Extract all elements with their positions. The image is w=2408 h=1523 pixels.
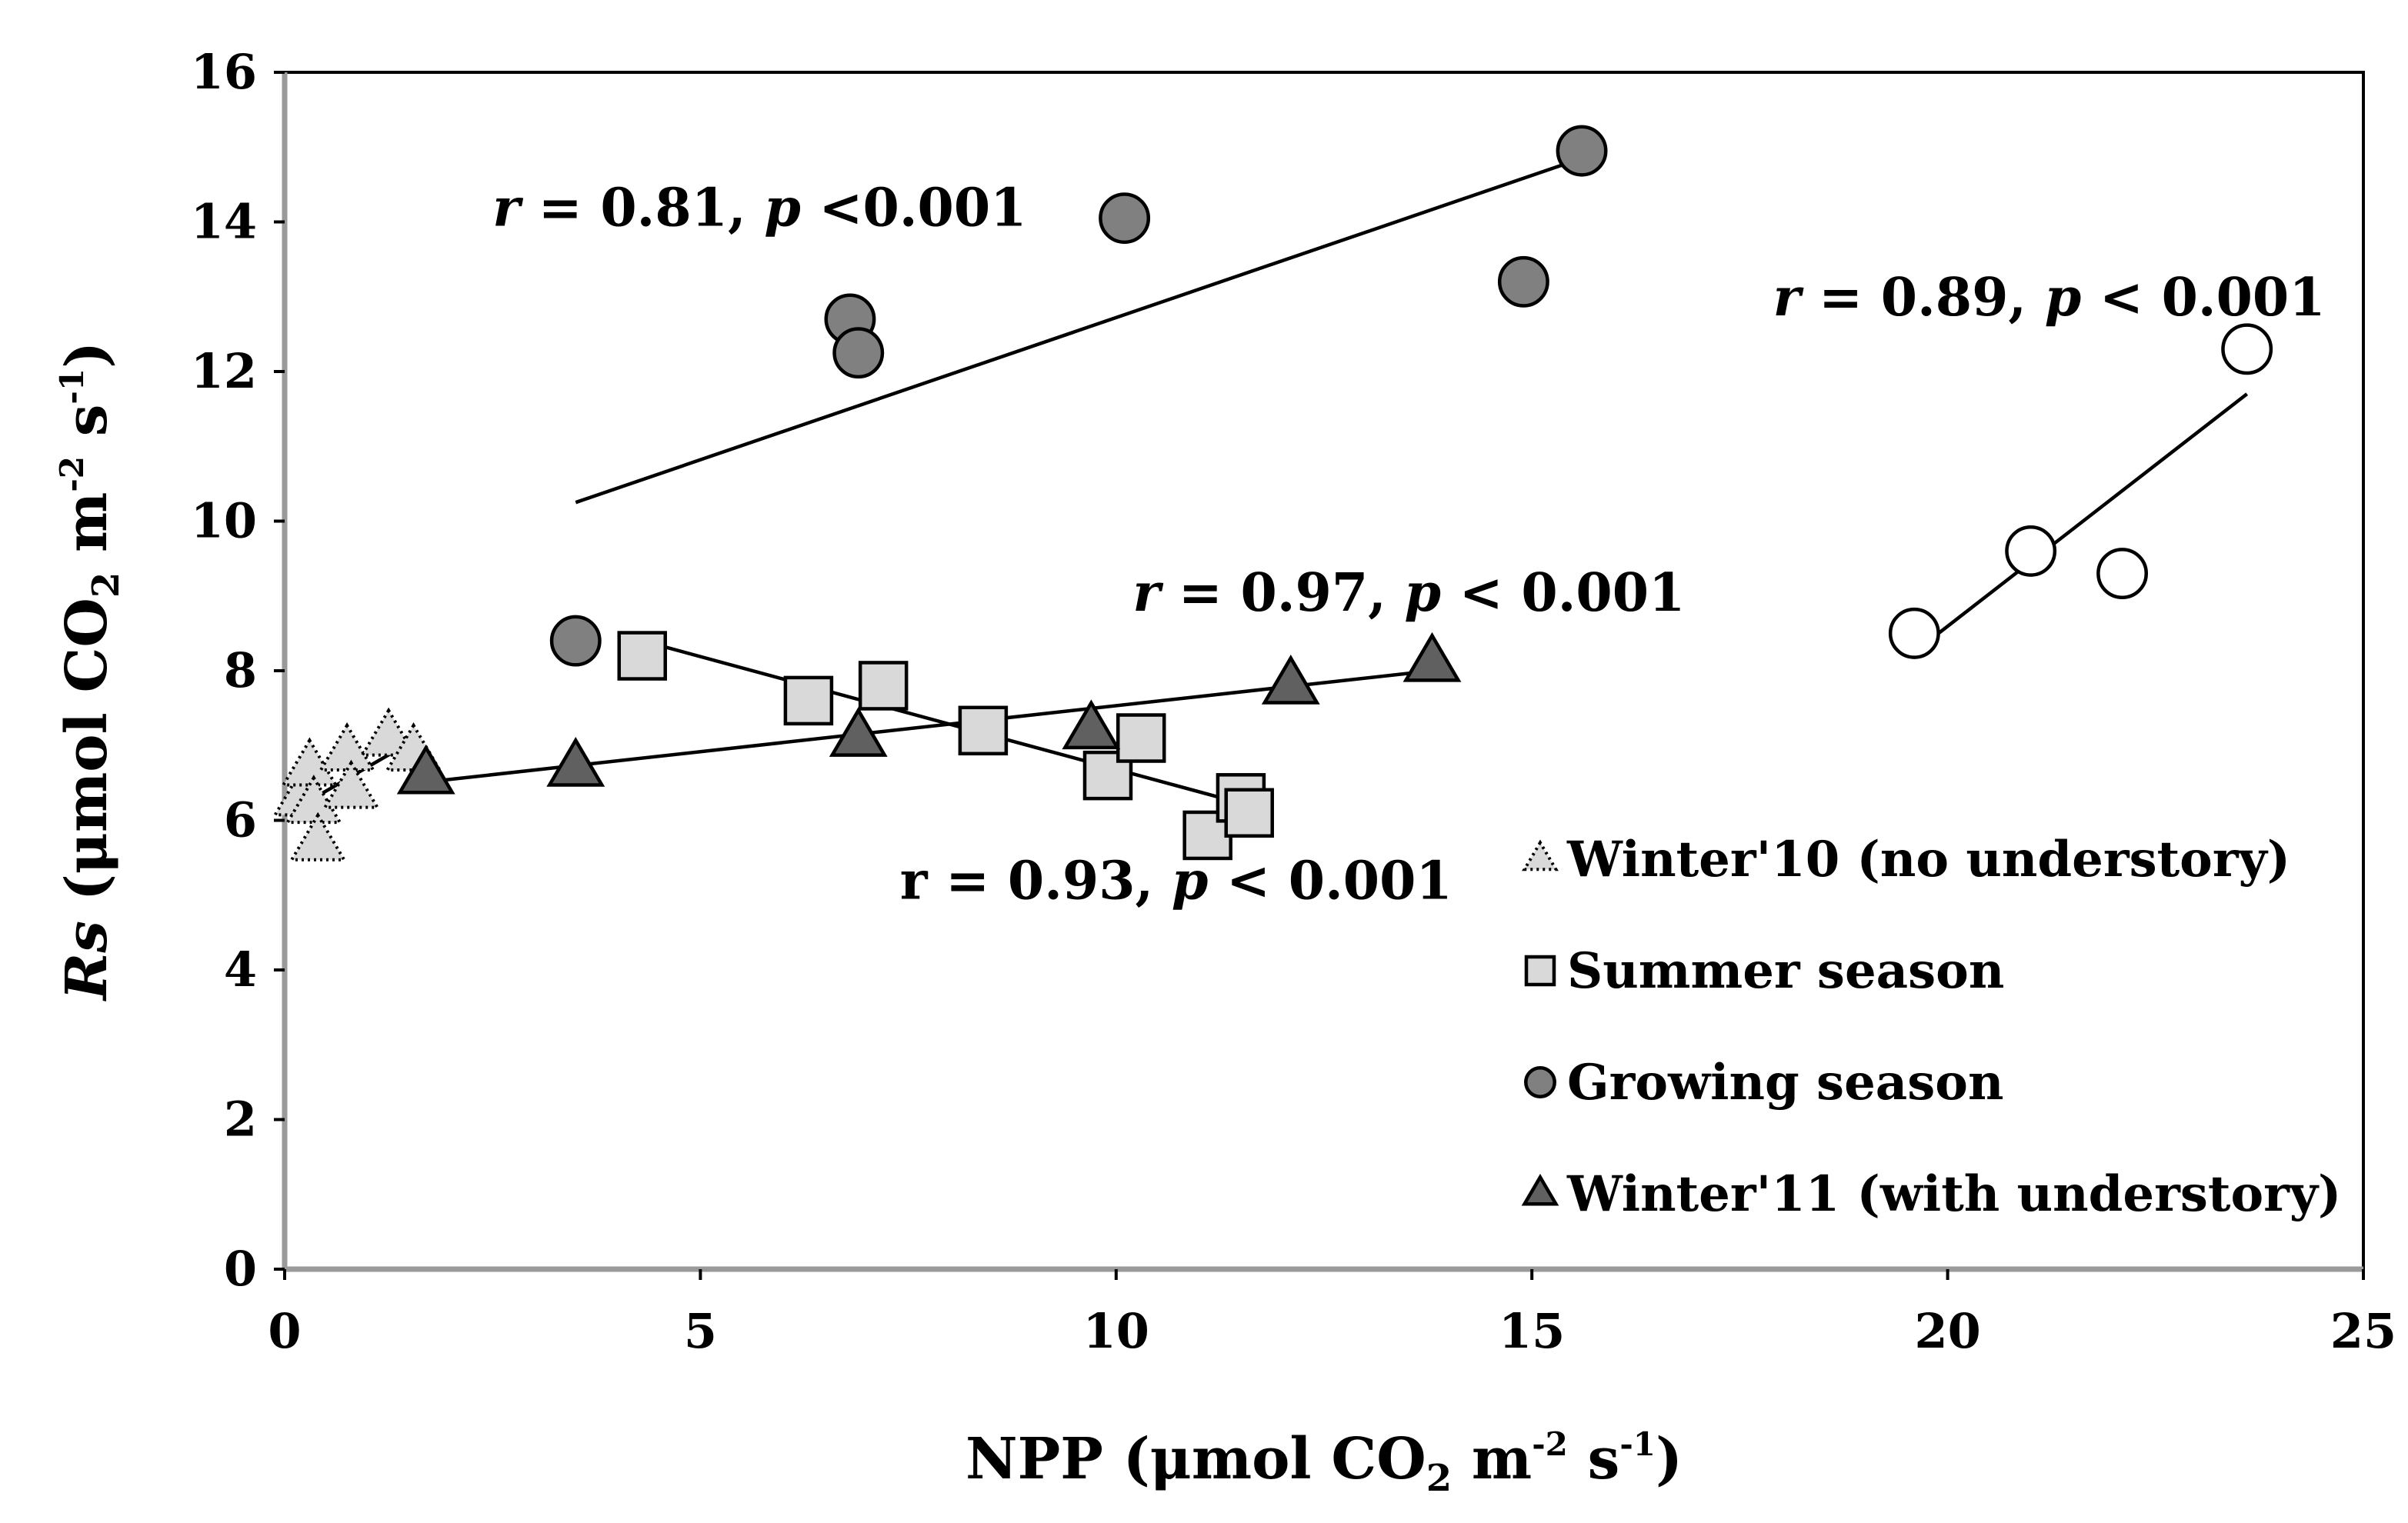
- legend-label-1: Summer season: [1567, 942, 2004, 1000]
- point-series-1: [958, 705, 1009, 756]
- annot-p: p: [2045, 267, 2082, 328]
- point-series-0: [280, 737, 339, 787]
- correlation-annotation-0: r = 0.81, p <0.001: [492, 177, 1026, 238]
- point-series-0: [359, 707, 418, 757]
- point-series-1: [617, 631, 667, 681]
- x-title-sup2: -1: [1619, 1425, 1656, 1463]
- legend-label-0: Winter'10 (no understory): [1566, 831, 2290, 888]
- legend-label-2: Growing season: [1567, 1054, 2004, 1111]
- x-tick-label: 10: [1083, 1303, 1149, 1359]
- correlation-annotation-1: r = 0.89, p < 0.001: [1773, 267, 2326, 328]
- point-series-2: [832, 327, 885, 379]
- point-series-2: [1556, 125, 1608, 177]
- point-series-0: [318, 722, 376, 772]
- annot-r: r: [1773, 267, 1804, 328]
- annot-middle: = 0.97,: [1160, 562, 1404, 624]
- point-series-0: [285, 775, 343, 825]
- y-title-mid: m: [54, 492, 120, 572]
- x-title-sub: 2: [1426, 1457, 1452, 1500]
- point-series-4: [2096, 548, 2149, 600]
- point-series-3: [546, 737, 605, 787]
- point-series-2: [549, 615, 602, 667]
- axis-ticks: 0 2 4 6 8 10 12 14 16 0 5 10 15 20 25: [191, 44, 2396, 1359]
- x-tick-label: 5: [684, 1303, 717, 1359]
- y-tick-label: 16: [191, 44, 257, 100]
- y-title-mid2: s: [54, 405, 120, 456]
- y-tick-label: 12: [191, 343, 257, 399]
- fit-line-4: [1913, 392, 2249, 654]
- point-series-3: [1402, 632, 1462, 682]
- annot-p: p: [764, 177, 801, 238]
- legend-marker-2: [1524, 1066, 1556, 1098]
- correlation-annotation-2: r = 0.97, p < 0.001: [1132, 562, 1685, 624]
- point-series-2: [1497, 255, 1549, 308]
- point-series-2: [1099, 192, 1151, 245]
- x-tick-label: 25: [2330, 1303, 2396, 1359]
- point-series-3: [1261, 655, 1320, 705]
- annot-middle: = 0.89,: [1800, 267, 2044, 328]
- legend-marker-0: [1522, 839, 1559, 871]
- annot-tail: < 0.001: [1208, 851, 1452, 912]
- correlation-annotation-3: r = 0.93, p < 0.001: [900, 851, 1452, 912]
- fit-line-2: [575, 156, 1583, 505]
- x-title-mid: m: [1452, 1426, 1532, 1492]
- x-tick-label: 0: [268, 1303, 301, 1359]
- y-tick-label: 8: [224, 642, 257, 698]
- y-title-sup1: -2: [53, 456, 91, 492]
- point-series-1: [1116, 713, 1166, 763]
- annot-r: r: [492, 177, 523, 238]
- point-series-4: [1888, 607, 1940, 659]
- point-series-1: [783, 675, 834, 726]
- annot-tail: <0.001: [801, 177, 1027, 238]
- y-tick-label: 0: [224, 1241, 257, 1297]
- point-series-1: [1224, 788, 1274, 838]
- x-tick-label: 20: [1914, 1303, 1980, 1359]
- y-title-sup2: -1: [53, 368, 91, 405]
- y-tick-label: 4: [224, 941, 257, 998]
- point-series-4: [2005, 525, 2057, 577]
- y-title-sub: 2: [85, 572, 128, 598]
- y-tick-label: 10: [191, 493, 257, 549]
- point-series-0: [322, 759, 380, 809]
- y-title-prefix: (μmol CO: [54, 598, 120, 921]
- legend-marker-3: [1521, 1173, 1559, 1206]
- legend: Winter'10 (no understory) Summer season Gr…: [1521, 831, 2341, 1223]
- annot-r: r: [1132, 562, 1163, 624]
- x-title-sup1: -2: [1532, 1425, 1568, 1463]
- annot-middle: = 0.93,: [928, 851, 1172, 912]
- x-axis-title: NPP (μmol CO2 m-2 s-1): [966, 1425, 1683, 1500]
- annot-p: p: [1405, 562, 1442, 624]
- annot-p: p: [1172, 851, 1209, 912]
- y-axis-title: Rs (μmol CO2 m-2 s-1): [53, 342, 128, 1001]
- annot-middle: = 0.81,: [520, 177, 764, 238]
- point-series-3: [396, 744, 455, 795]
- point-series-0: [288, 811, 347, 861]
- annot-tail: < 0.001: [1441, 562, 1685, 624]
- x-tick-label: 15: [1499, 1303, 1565, 1359]
- x-title-mid2: s: [1568, 1426, 1619, 1492]
- point-series-4: [2221, 323, 2273, 375]
- y-tick-label: 6: [224, 792, 257, 848]
- x-title-suffix: ): [1656, 1426, 1683, 1492]
- y-tick-label: 14: [191, 194, 257, 250]
- point-series-3: [1062, 699, 1121, 750]
- annot-r: r: [900, 851, 929, 912]
- legend-label-3: Winter'11 (with understory): [1566, 1165, 2341, 1223]
- y-title-suffix: ): [54, 342, 120, 368]
- point-series-3: [829, 707, 888, 757]
- x-title-prefix: NPP (μmol CO: [966, 1426, 1426, 1492]
- y-tick-label: 2: [224, 1091, 257, 1148]
- point-series-1: [858, 661, 909, 711]
- y-title-var: Rs: [54, 921, 120, 1001]
- data-points: [272, 125, 2273, 861]
- legend-marker-1: [1524, 955, 1556, 987]
- annot-tail: < 0.001: [2081, 267, 2325, 328]
